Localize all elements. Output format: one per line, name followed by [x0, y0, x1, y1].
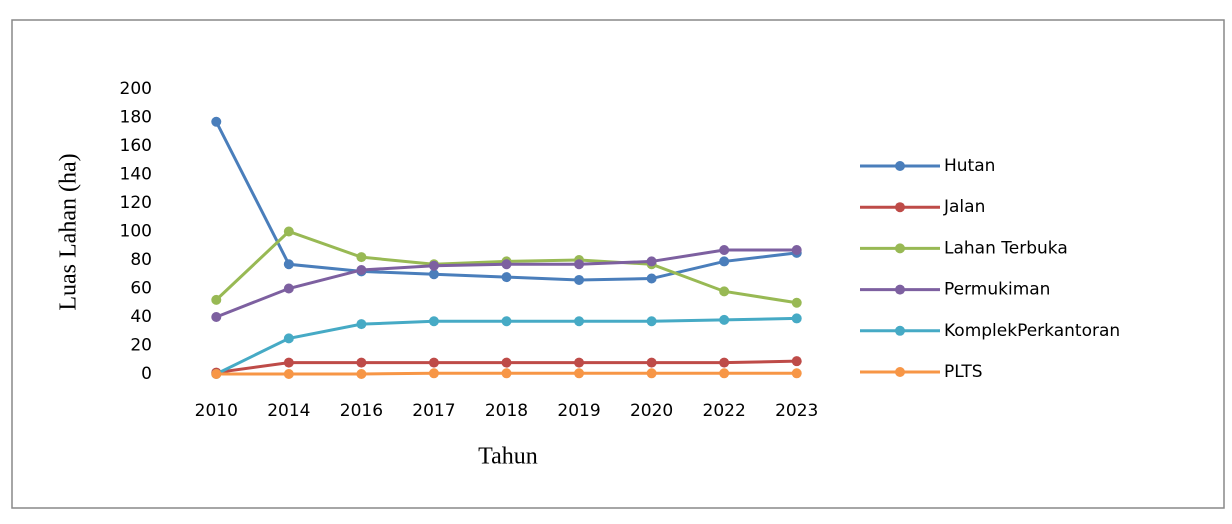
data-point — [574, 357, 585, 368]
data-point — [574, 316, 585, 327]
data-point — [283, 259, 294, 270]
x-tick-label: 2017 — [412, 401, 455, 421]
data-point — [356, 252, 367, 263]
data-point — [501, 259, 512, 270]
data-point — [791, 245, 802, 256]
y-tick-label: 40 — [130, 307, 152, 327]
legend-marker — [895, 161, 905, 171]
y-tick-label: 60 — [130, 279, 152, 299]
x-tick-label: 2022 — [703, 401, 746, 421]
x-tick-label: 2018 — [485, 401, 528, 421]
data-point — [646, 368, 657, 379]
data-point — [356, 319, 367, 330]
data-point — [283, 369, 294, 379]
data-point — [646, 316, 657, 327]
data-point — [646, 357, 657, 368]
legend-marker — [895, 367, 905, 377]
x-tick-label: 2019 — [557, 401, 600, 421]
data-point — [211, 312, 222, 322]
data-point — [791, 368, 802, 379]
y-tick-label: 120 — [120, 193, 152, 213]
legend-marker — [895, 284, 905, 295]
data-point — [428, 269, 439, 280]
data-point — [646, 256, 657, 267]
x-axis-label: Tahun — [478, 444, 538, 470]
data-point — [428, 368, 439, 379]
y-tick-label: 180 — [120, 108, 152, 128]
data-point — [356, 264, 367, 275]
data-point — [791, 313, 802, 324]
data-point — [211, 369, 222, 379]
x-tick-label: 2014 — [267, 401, 310, 421]
data-point — [211, 116, 222, 127]
legend-label: PLTS — [944, 362, 983, 382]
y-tick-label: 20 — [130, 336, 152, 356]
data-point — [501, 316, 512, 327]
data-point — [574, 368, 585, 379]
data-point — [501, 272, 512, 283]
y-tick-label: 80 — [130, 250, 152, 270]
data-point — [646, 273, 657, 284]
x-tick-label: 2023 — [775, 401, 818, 421]
y-tick-label: 100 — [120, 222, 152, 242]
legend-marker — [895, 202, 905, 213]
x-tick-label: 2016 — [340, 401, 383, 421]
data-point — [719, 256, 730, 267]
legend-marker — [895, 243, 905, 254]
data-point — [428, 316, 439, 327]
data-point — [283, 283, 294, 294]
data-point — [791, 297, 802, 308]
legend-label: Permukiman — [944, 280, 1050, 300]
data-point — [356, 357, 367, 368]
data-point — [719, 314, 730, 325]
data-point — [283, 226, 294, 237]
data-point — [356, 369, 367, 379]
data-point — [283, 333, 294, 344]
legend-label: KomplekPerkantoran — [944, 321, 1120, 341]
legend-label: Jalan — [943, 197, 985, 217]
data-point — [428, 260, 439, 271]
data-point — [574, 274, 585, 285]
data-point — [719, 245, 730, 256]
data-point — [428, 357, 439, 368]
data-point — [719, 357, 730, 368]
y-tick-label: 0 — [141, 364, 152, 384]
data-point — [791, 356, 802, 367]
data-point — [719, 286, 730, 297]
y-axis-label: Luas Lahan (ha) — [56, 153, 82, 310]
data-point — [211, 294, 222, 305]
data-point — [501, 368, 512, 379]
y-tick-label: 140 — [120, 165, 152, 185]
x-tick-label: 2010 — [195, 401, 238, 421]
y-tick-label: 200 — [120, 79, 152, 99]
data-point — [574, 259, 585, 270]
data-point — [719, 368, 730, 379]
legend-label: Lahan Terbuka — [944, 238, 1068, 258]
legend-marker — [895, 325, 905, 336]
data-point — [501, 357, 512, 368]
y-tick-label: 160 — [120, 136, 152, 156]
x-tick-label: 2020 — [630, 401, 673, 421]
legend-label: Hutan — [944, 156, 995, 176]
data-point — [283, 357, 294, 368]
